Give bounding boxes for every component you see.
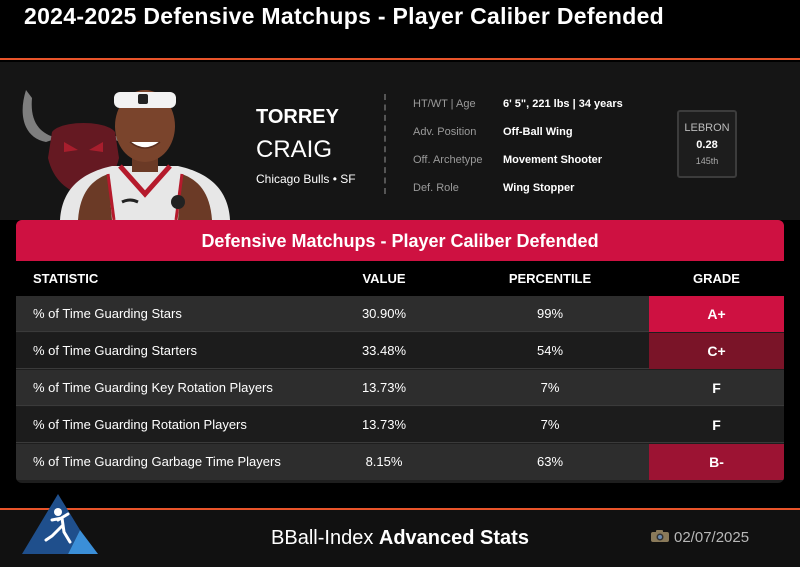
stat-grade-badge: B- (649, 444, 784, 480)
stat-label: % of Time Guarding Rotation Players (33, 417, 247, 432)
stat-label: % of Time Guarding Garbage Time Players (33, 454, 281, 469)
stat-grade-badge: F (712, 380, 721, 396)
stat-percentile: 99% (536, 306, 564, 321)
stat-label: % of Time Guarding Starters (33, 343, 198, 358)
player-team-position: Chicago Bulls • SF (256, 172, 356, 186)
stat-value: 13.73% (361, 417, 407, 432)
player-first-name: TORREY (256, 106, 339, 128)
page-title: 2024-2025 Defensive Matchups - Player Ca… (24, 3, 665, 29)
brand-light: BBall-Index (271, 527, 379, 549)
table-header-row: STATISTIC VALUE PERCENTILE GRADE (16, 261, 784, 296)
lebron-rank: 145th (695, 156, 719, 166)
stat-grade-badge: F (712, 417, 721, 433)
col-header-statistic: STATISTIC (33, 271, 99, 286)
info-value-position: Off-Ball Wing (503, 126, 573, 138)
col-header-value: VALUE (362, 271, 406, 286)
stat-value: 33.48% (361, 343, 407, 358)
stat-value: 13.73% (361, 380, 407, 395)
stat-percentile: 7% (540, 380, 560, 395)
camera-icon (651, 530, 669, 542)
player-last-name: CRAIG (256, 136, 333, 163)
stat-value: 8.15% (365, 454, 403, 469)
info-value-archetype: Movement Shooter (503, 154, 603, 166)
table-title: Defensive Matchups - Player Caliber Defe… (16, 220, 784, 261)
stat-label: % of Time Guarding Key Rotation Players (33, 380, 273, 395)
stat-percentile: 54% (536, 343, 564, 358)
stat-grade-badge: C+ (649, 333, 784, 369)
table-row: % of Time Guarding Starters 33.48% 54% C… (16, 333, 784, 369)
info-label-def-role: Def. Role (413, 182, 459, 194)
col-header-grade: GRADE (693, 271, 740, 286)
stat-value: 30.90% (361, 306, 407, 321)
info-label-archetype: Off. Archetype (413, 154, 483, 166)
footer: BBall-Index Advanced Stats 02/07/2025 (0, 508, 800, 567)
table-row: % of Time Guarding Garbage Time Players … (16, 444, 784, 480)
table-row: % of Time Guarding Rotation Players 13.7… (16, 407, 784, 443)
date-text: 02/07/2025 (674, 529, 750, 546)
bball-index-logo-icon (22, 494, 98, 554)
info-value-height-weight: 6' 5", 221 lbs | 34 years (503, 98, 623, 110)
table-row: % of Time Guarding Key Rotation Players … (16, 370, 784, 406)
lebron-label: LEBRON (684, 122, 730, 134)
player-header: TORREY CRAIG Chicago Bulls • SF HT/WT | … (0, 62, 800, 220)
title-bar: 2024-2025 Defensive Matchups - Player Ca… (0, 0, 800, 60)
stat-percentile: 63% (536, 454, 564, 469)
stat-label: % of Time Guarding Stars (33, 306, 182, 321)
table-row: % of Time Guarding Stars 30.90% 99% A+ (16, 296, 784, 332)
stat-percentile: 7% (540, 417, 560, 432)
lebron-box: LEBRON 0.28 145th (677, 110, 737, 178)
header-divider (384, 94, 386, 194)
lebron-value: 0.28 (696, 139, 718, 151)
date-stamp: 02/07/2025 (650, 529, 749, 546)
info-label-height-weight: HT/WT | Age (413, 98, 476, 110)
matchups-panel: Defensive Matchups - Player Caliber Defe… (16, 220, 784, 483)
stat-grade-badge: A+ (649, 296, 784, 332)
brand-text: BBall-Index Advanced Stats (0, 527, 800, 550)
info-label-position: Adv. Position (413, 126, 477, 138)
player-headshot-icon (60, 90, 230, 220)
col-header-percentile: PERCENTILE (508, 271, 592, 286)
info-value-def-role: Wing Stopper (503, 182, 575, 194)
brand-bold: Advanced Stats (378, 527, 529, 549)
